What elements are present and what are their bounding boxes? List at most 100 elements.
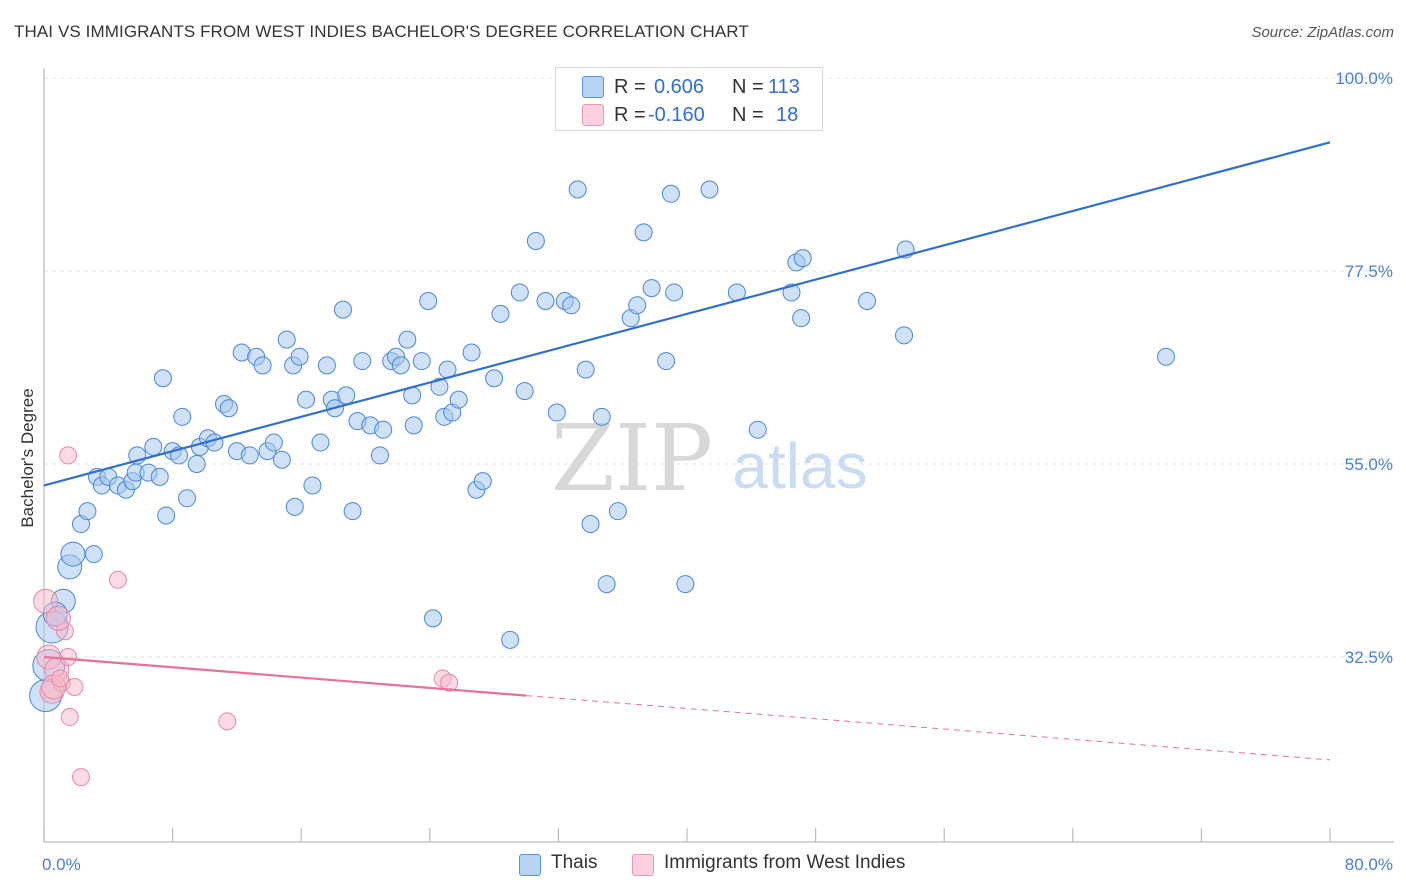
data-point-thais (430, 377, 449, 396)
legend-n-label: N = (732, 104, 764, 126)
y-tick-label: 55.0% (1345, 455, 1393, 474)
data-point-thais (449, 390, 468, 409)
axes (43, 68, 1394, 843)
legend-r-label: R = (614, 104, 646, 126)
data-point-thais (748, 420, 767, 439)
data-point-thais (272, 450, 291, 469)
legend-label-thais: Thais (551, 852, 598, 873)
y-tick-label: 77.5% (1345, 262, 1393, 281)
legend-swatch-thais (519, 854, 541, 876)
data-point-thais (581, 515, 600, 534)
data-point-thais (150, 467, 169, 486)
data-point-thais (84, 545, 103, 564)
chart-title: THAI VS IMMIGRANTS FROM WEST INDIES BACH… (14, 22, 749, 41)
x-tick-label: 0.0% (42, 855, 81, 874)
watermark-atlas: atlas (732, 430, 867, 502)
legend-swatch-west-indies (582, 104, 604, 126)
data-point-west-indies (71, 768, 90, 787)
legend-label-west-indies: Immigrants from West Indies (664, 852, 906, 873)
data-point-thais (657, 352, 676, 371)
data-point-west-indies (59, 648, 78, 666)
series-west-indies (33, 446, 459, 787)
legend-r-value: -0.160 (648, 104, 705, 126)
data-point-thais (491, 304, 510, 323)
source-label: Source: ZipAtlas.com (1251, 24, 1394, 41)
data-point-thais (661, 184, 680, 203)
data-point-west-indies (33, 588, 59, 614)
data-point-thais (187, 455, 206, 473)
tick-labels: 32.5% 55.0% 77.5% 100.0% 0.0% 80.0% (42, 69, 1393, 874)
trend-line-west-indies (43, 655, 527, 697)
data-point-west-indies (218, 712, 237, 731)
data-point-thais (597, 575, 616, 594)
data-point-thais (153, 369, 172, 388)
legend-r-label: R = (614, 76, 646, 98)
trend-line-thais (43, 141, 1331, 487)
data-point-thais (78, 502, 97, 521)
data-point-west-indies (51, 669, 70, 688)
data-point-thais (858, 292, 877, 311)
data-point-thais (253, 356, 272, 375)
data-point-thais (60, 541, 86, 567)
data-point-thais (290, 347, 309, 366)
legend-r-value: 0.606 (654, 76, 705, 98)
data-point-thais (178, 489, 197, 508)
data-point-thais (515, 382, 534, 401)
data-point-thais (391, 356, 410, 375)
data-point-thais (285, 497, 304, 516)
data-point-west-indies (45, 605, 71, 631)
data-point-west-indies (59, 446, 78, 465)
data-point-thais (895, 326, 914, 345)
data-point-thais (398, 330, 417, 349)
data-point-thais (173, 407, 192, 426)
legend-n-value: 113 (768, 76, 800, 98)
data-point-west-indies (108, 570, 127, 589)
data-point-thais (412, 352, 431, 371)
data-point-west-indies (60, 708, 79, 727)
data-point-thais (562, 296, 581, 315)
data-point-thais (297, 390, 316, 409)
data-point-thais (240, 446, 259, 465)
data-point-thais (473, 472, 492, 491)
data-point-thais (700, 180, 719, 199)
data-point-thais (144, 437, 163, 456)
data-point-thais (219, 399, 238, 418)
data-point-west-indies (440, 673, 459, 692)
trend-lines (43, 141, 1331, 761)
data-point-thais (526, 231, 545, 250)
data-point-thais (576, 360, 595, 379)
data-point-thais (333, 300, 352, 319)
data-point-thais (311, 433, 330, 452)
data-point-thais (510, 283, 529, 302)
data-point-thais (462, 343, 481, 362)
y-tick-label: 32.5% (1345, 648, 1393, 667)
data-point-thais (424, 609, 443, 628)
data-point-thais (343, 502, 362, 521)
y-tick-label: 100.0% (1335, 69, 1393, 88)
data-point-thais (419, 292, 438, 311)
watermark: ZIP atlas (551, 405, 868, 512)
legend-swatch-thais (582, 76, 604, 98)
trend-line-west-indies-extension (526, 695, 1331, 761)
data-point-thais (592, 407, 611, 426)
data-point-thais (501, 630, 520, 649)
data-point-thais (792, 309, 811, 328)
data-point-thais (264, 433, 283, 452)
legend-n-label: N = (732, 76, 764, 98)
data-point-thais (317, 356, 336, 375)
data-point-thais (608, 502, 627, 521)
data-point-thais (404, 416, 423, 435)
data-point-thais (370, 446, 389, 465)
watermark-zip: ZIP (551, 405, 713, 512)
data-point-thais (665, 283, 684, 302)
data-point-thais (568, 180, 587, 199)
data-point-thais (628, 296, 647, 315)
legend-swatch-west-indies (632, 854, 654, 876)
series-legend: Thais Immigrants from West Indies (0, 852, 1406, 878)
data-point-thais (374, 420, 393, 439)
gridlines (44, 77, 1394, 658)
data-point-thais (303, 476, 322, 495)
data-point-thais (1157, 347, 1176, 366)
data-point-thais (634, 223, 653, 242)
